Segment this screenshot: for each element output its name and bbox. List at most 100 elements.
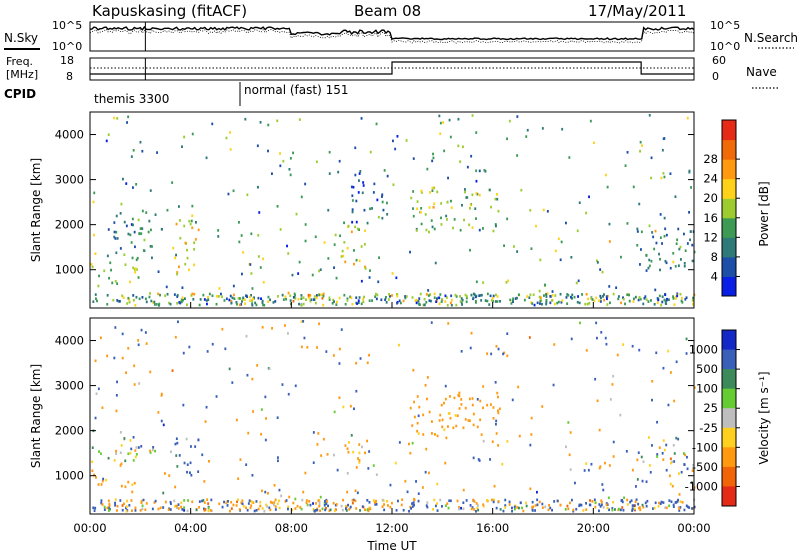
heatmap-cell [501, 463, 503, 466]
heatmap-cell [687, 468, 689, 471]
heatmap-cell [318, 294, 320, 297]
heatmap-cell [158, 303, 160, 306]
heatmap-cell [529, 209, 531, 212]
y-tick-label: 1000 [55, 263, 84, 277]
heatmap-cell [127, 481, 129, 484]
colorbar-tick-label: 8 [711, 250, 718, 264]
heatmap-cell [352, 303, 354, 306]
heatmap-cell [121, 444, 123, 447]
heatmap-cell [116, 299, 118, 302]
nsky-line [90, 27, 694, 40]
heatmap-cell [93, 201, 95, 204]
heatmap-cell [146, 502, 148, 505]
heatmap-cell [172, 369, 174, 372]
heatmap-cell [412, 190, 414, 193]
heatmap-cell [450, 200, 452, 203]
heatmap-cell [176, 223, 178, 226]
power-colorbar-label: Power [dB] [757, 181, 771, 246]
heatmap-cell [207, 502, 209, 505]
heatmap-cell [658, 253, 660, 256]
heatmap-cell [686, 338, 688, 341]
heatmap-cell [128, 233, 130, 236]
heatmap-cell [92, 446, 94, 449]
heatmap-cell [363, 184, 365, 187]
heatmap-cell [659, 295, 661, 298]
heatmap-cell [544, 284, 546, 287]
heatmap-cell [183, 509, 185, 512]
heatmap-cell [244, 118, 246, 121]
heatmap-cell [146, 301, 148, 304]
heatmap-cell [184, 462, 186, 465]
heatmap-cell [637, 230, 639, 233]
heatmap-cell [628, 294, 630, 297]
heatmap-cell [133, 436, 135, 439]
heatmap-cell [302, 491, 304, 494]
heatmap-cell [218, 503, 220, 506]
heatmap-cell [645, 502, 647, 505]
heatmap-cell [390, 484, 392, 487]
heatmap-cell [489, 458, 491, 461]
heatmap-cell [206, 406, 208, 409]
heatmap-cell [226, 298, 228, 301]
heatmap-cell [376, 298, 378, 301]
heatmap-cell [651, 231, 653, 234]
heatmap-cell [387, 175, 389, 178]
heatmap-cell [421, 190, 423, 193]
heatmap-cell [212, 343, 214, 346]
heatmap-cell [364, 509, 366, 512]
heatmap-cell [509, 503, 511, 506]
heatmap-cell [484, 169, 486, 172]
heatmap-cell [127, 347, 129, 350]
heatmap-cell [334, 243, 336, 246]
heatmap-cell [339, 160, 341, 163]
heatmap-cell [414, 416, 416, 419]
heatmap-cell [298, 303, 300, 306]
heatmap-cell [519, 435, 521, 438]
heatmap-cell [318, 505, 320, 508]
heatmap-cell [493, 406, 495, 409]
heatmap-cell [161, 228, 163, 231]
heatmap-cell [352, 451, 354, 454]
colorbar-tick-label: 16 [703, 211, 718, 225]
heatmap-cell [553, 343, 555, 346]
heatmap-cell [498, 210, 500, 213]
cpid-segment-2: normal (fast) 151 [244, 83, 348, 97]
heatmap-cell [575, 508, 577, 511]
heatmap-cell [297, 272, 299, 275]
heatmap-cell [315, 302, 317, 305]
heatmap-cell [183, 499, 185, 502]
heatmap-cell [285, 298, 287, 301]
heatmap-cell [276, 120, 278, 123]
heatmap-cell [537, 504, 539, 507]
heatmap-cell [203, 480, 205, 483]
heatmap-cell [216, 295, 218, 298]
heatmap-cell [376, 503, 378, 506]
heatmap-cell [462, 146, 464, 149]
heatmap-cell [343, 241, 345, 244]
heatmap-cell [639, 297, 641, 300]
heatmap-cell [479, 459, 481, 462]
heatmap-cell [311, 298, 313, 301]
heatmap-cell [355, 507, 357, 510]
heatmap-cell [447, 201, 449, 204]
heatmap-cell [495, 300, 497, 303]
heatmap-cell [329, 172, 331, 175]
heatmap-cell [350, 296, 352, 299]
heatmap-cell [397, 500, 399, 503]
freq-label: Freq. [6, 55, 33, 68]
heatmap-cell [686, 456, 688, 459]
heatmap-cell [239, 508, 241, 511]
heatmap-cell [641, 231, 643, 234]
heatmap-cell [382, 505, 384, 508]
heatmap-cell [250, 507, 252, 510]
heatmap-cell [521, 507, 523, 510]
heatmap-cell [418, 432, 420, 435]
heatmap-cell [162, 506, 164, 509]
heatmap-cell [366, 499, 368, 502]
heatmap-cell [417, 422, 419, 425]
heatmap-cell [336, 301, 338, 304]
heatmap-cell [552, 290, 554, 293]
heatmap-cell [403, 300, 405, 303]
heatmap-cell [391, 294, 393, 297]
heatmap-cell [408, 443, 410, 446]
